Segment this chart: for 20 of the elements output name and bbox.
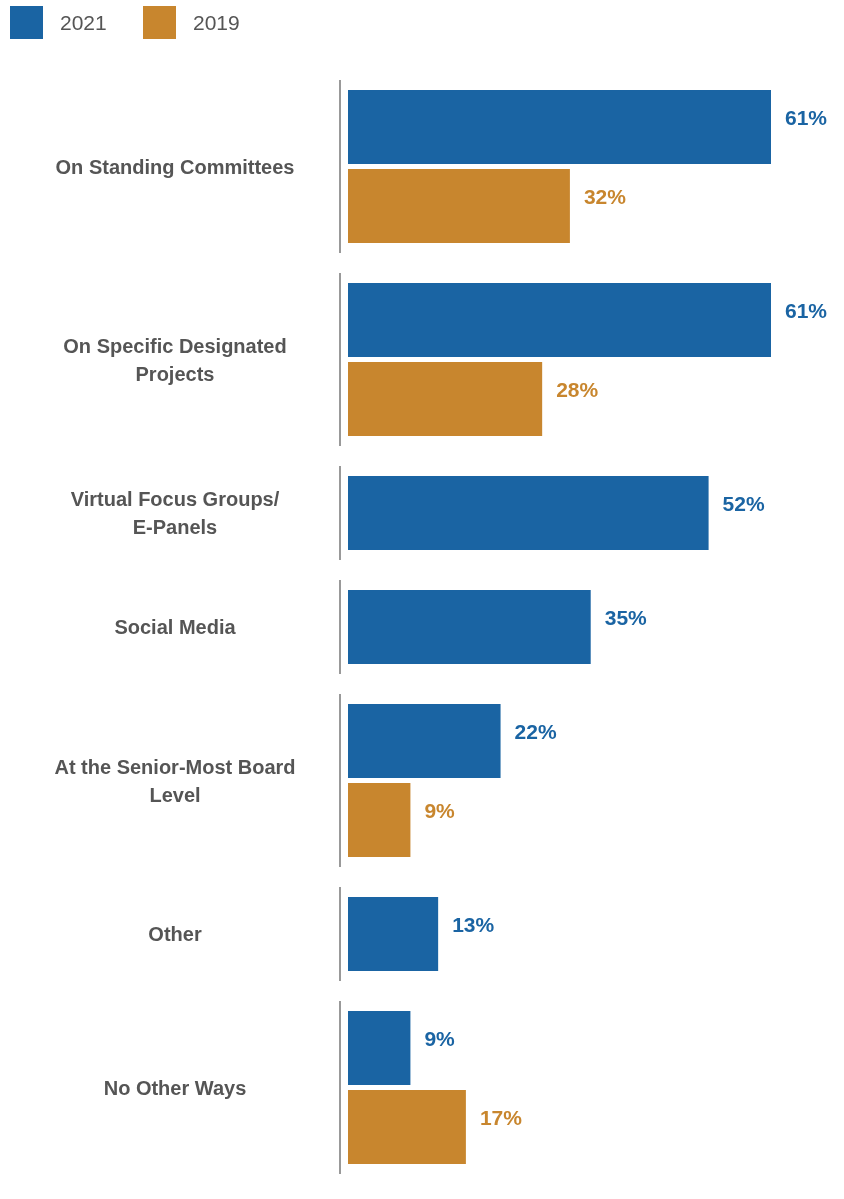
y-tick-label: On Specific Designated Projects — [63, 334, 287, 385]
data-label: 28% — [556, 378, 599, 402]
y-tick-label: No Other Ways — [103, 1076, 247, 1099]
legend-label: 2019 — [193, 11, 240, 35]
data-label: 61% — [785, 106, 828, 130]
data-label: 9% — [424, 799, 456, 823]
y-tick-label: At the Senior-Most Board Level — [54, 755, 296, 806]
y-tick-label: On Standing Committees — [55, 155, 295, 178]
y-tick-label: Social Media — [114, 616, 237, 638]
data-label: 13% — [452, 913, 495, 937]
y-tick-label: Other — [148, 923, 202, 945]
data-label: 61% — [785, 299, 828, 323]
data-label: 22% — [514, 720, 557, 744]
y-tick-label: Virtual Focus Groups/ E-Panels — [70, 488, 280, 538]
data-label: 35% — [604, 606, 648, 630]
data-label: 17% — [479, 1106, 523, 1130]
legend-label: 2021 — [60, 11, 107, 35]
data-label: 9% — [424, 1027, 456, 1051]
data-label: 52% — [722, 492, 765, 516]
data-label: 32% — [583, 185, 627, 209]
